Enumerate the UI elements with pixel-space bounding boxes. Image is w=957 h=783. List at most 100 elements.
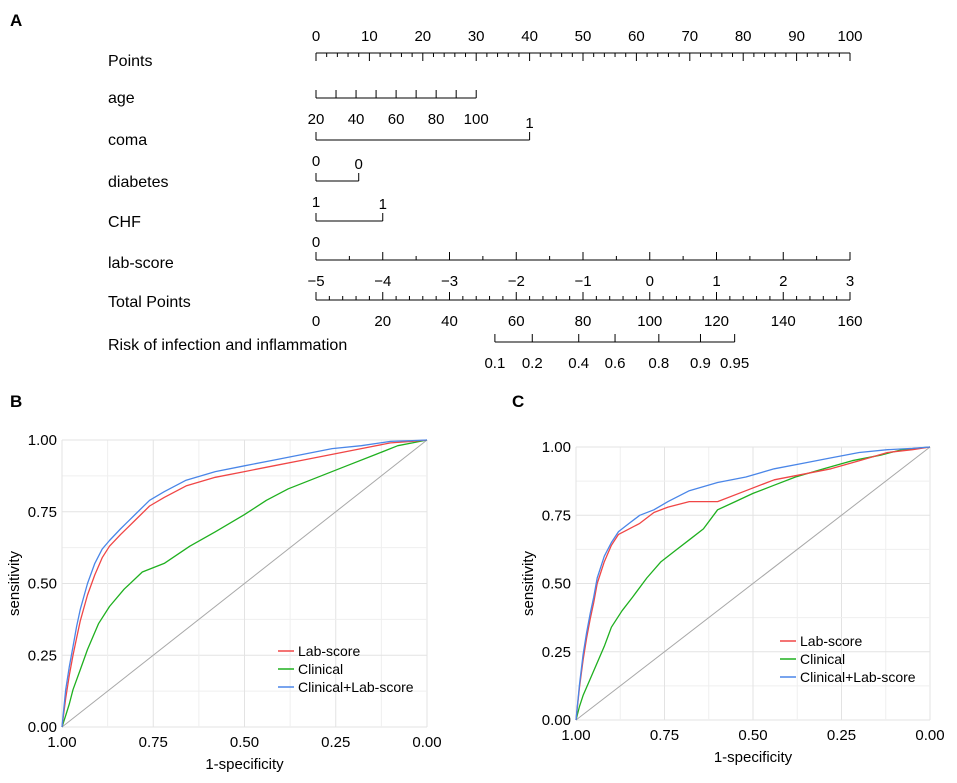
tick-label-total: 140	[771, 313, 796, 330]
x-tick-label: 0.00	[915, 727, 944, 744]
x-tick-label: 0.75	[139, 734, 168, 751]
row-label-points: Points	[108, 53, 152, 70]
tick-label-total: 60	[508, 313, 525, 330]
legend-entry: Clinical	[800, 651, 845, 667]
roc-curve-lab-score	[61, 439, 428, 728]
tick-label-points: 0	[312, 28, 320, 45]
tick-label-total: 120	[704, 313, 729, 330]
tick-label-total: 20	[374, 313, 391, 330]
tick-label-risk: 0.8	[648, 355, 669, 372]
tick-label-diabetes: 0	[355, 156, 363, 173]
tick-label-labscore: −4	[374, 273, 391, 290]
row-label-diabetes: diabetes	[108, 174, 169, 191]
x-tick-label: 0.25	[827, 727, 856, 744]
tick-label-points: 60	[628, 28, 645, 45]
x-tick-label: 1.00	[561, 727, 590, 744]
tick-label-points: 50	[575, 28, 592, 45]
panel-label-c: C	[512, 392, 524, 411]
y-tick-label: 0.75	[28, 504, 57, 521]
x-axis-title: 1-specificity	[205, 756, 284, 773]
tick-label-age: 20	[308, 111, 325, 128]
legend: Lab-score Clinical Clinical+Lab-score	[278, 643, 414, 695]
legend-entry: Clinical	[298, 661, 343, 677]
reference-diagonal	[61, 439, 428, 728]
row-label-labscore: lab-score	[108, 255, 174, 272]
tick-label-total: 160	[837, 313, 862, 330]
y-tick-label: 0.75	[542, 507, 571, 524]
legend-entry: Lab-score	[298, 643, 360, 659]
y-tick-label: 0.50	[28, 576, 57, 593]
y-axis-title: sensitivity	[6, 550, 23, 616]
row-label-age: age	[108, 90, 135, 107]
nomogram-row-diabetes: diabetes 0 1	[108, 156, 363, 211]
row-label-total: Total Points	[108, 294, 191, 311]
x-tick-label: 0.25	[321, 734, 350, 751]
y-tick-label: 0.25	[28, 647, 57, 664]
tick-label-points: 20	[414, 28, 431, 45]
y-tick-label: 0.25	[542, 644, 571, 661]
tick-label-labscore: 2	[779, 273, 787, 290]
tick-label-labscore: −5	[307, 273, 324, 290]
tick-label-points: 80	[735, 28, 752, 45]
tick-label-chf: 0	[312, 234, 320, 251]
tick-label-labscore: 0	[646, 273, 654, 290]
roc-curve-clinical-lab-score	[61, 439, 428, 728]
roc-curve-clinical	[61, 439, 428, 728]
tick-label-age: 80	[428, 111, 445, 128]
tick-label-labscore: −2	[508, 273, 525, 290]
row-label-coma: coma	[108, 132, 147, 149]
tick-label-age: 60	[388, 111, 405, 128]
x-tick-label: 0.50	[230, 734, 259, 751]
panel-label-a: A	[10, 11, 22, 30]
tick-label-points: 100	[837, 28, 862, 45]
tick-label-risk: 0.95	[720, 355, 749, 372]
tick-label-points: 90	[788, 28, 805, 45]
tick-label-points: 10	[361, 28, 378, 45]
nomogram-row-chf: CHF 1 0	[108, 196, 387, 251]
tick-label-labscore: −1	[574, 273, 591, 290]
roc-panel-b: B 1.00 0.75 0.50 0.25 0.00 0.00 0.25 0.50 0.75 1.…	[6, 392, 442, 773]
legend: Lab-score Clinical Clinical+Lab-score	[780, 633, 916, 685]
roc-curve-clinical-lab-score	[575, 446, 931, 721]
tick-label-risk: 0.4	[568, 355, 589, 372]
x-tick-label: 0.50	[738, 727, 767, 744]
reference-diagonal	[575, 446, 931, 721]
legend-entry: Clinical+Lab-score	[298, 679, 414, 695]
tick-label-total: 100	[637, 313, 662, 330]
legend-entry: Lab-score	[800, 633, 862, 649]
legend-entry: Clinical+Lab-score	[800, 669, 916, 685]
tick-label-labscore: 3	[846, 273, 854, 290]
tick-label-labscore: −3	[441, 273, 458, 290]
tick-label-total: 80	[575, 313, 592, 330]
tick-label-age: 40	[348, 111, 365, 128]
tick-label-coma: 0	[312, 153, 320, 170]
grid	[61, 439, 428, 728]
y-tick-label: 0.00	[542, 712, 571, 729]
nomogram-row-risk: Risk of infection and inflammation 0.1 0.2…	[108, 334, 749, 372]
tick-label-age: 100	[464, 111, 489, 128]
nomogram-row-total: Total Points 0 20 40 60 80 100 120 140 160	[108, 292, 863, 330]
tick-label-labscore: 1	[712, 273, 720, 290]
panel-label-b: B	[10, 392, 22, 411]
y-tick-label: 0.50	[542, 576, 571, 593]
grid	[575, 446, 931, 721]
tick-label-coma: 1	[525, 115, 533, 132]
roc-curve-clinical	[575, 446, 931, 721]
x-tick-label: 0.00	[412, 734, 441, 751]
y-tick-label: 1.00	[28, 432, 57, 449]
roc-curve-lab-score	[575, 446, 931, 721]
tick-label-risk: 0.6	[605, 355, 626, 372]
y-axis-title: sensitivity	[520, 550, 537, 616]
tick-label-diabetes: 1	[312, 194, 320, 211]
row-label-risk: Risk of infection and inflammation	[108, 337, 347, 354]
tick-label-risk: 0.2	[522, 355, 543, 372]
tick-label-risk: 0.1	[484, 355, 505, 372]
y-tick-label: 0.00	[28, 719, 57, 736]
nomogram-row-coma: coma 1 0	[108, 115, 534, 170]
nomogram-row-age: age 20 40 60 80 100	[108, 90, 489, 128]
tick-label-chf: 1	[379, 196, 387, 213]
x-tick-label: 1.00	[47, 734, 76, 751]
tick-label-total: 0	[312, 313, 320, 330]
